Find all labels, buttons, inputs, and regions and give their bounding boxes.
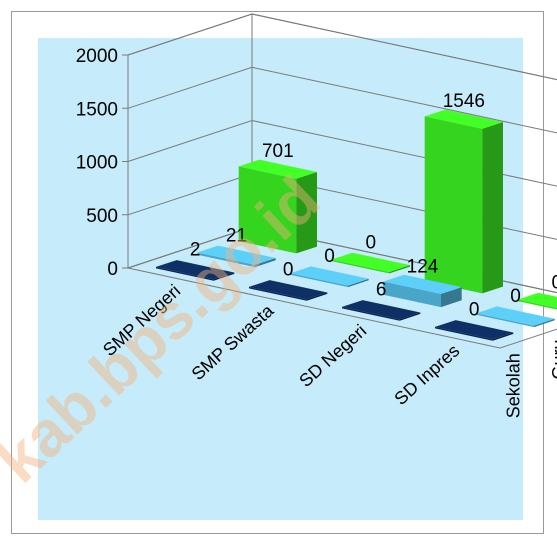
bar-murid-4 — [517, 292, 557, 310]
category-label: SD Inpres — [390, 341, 463, 409]
data-label: 0 — [510, 286, 521, 307]
bars — [156, 109, 557, 341]
bar-sekolah-3 — [342, 300, 421, 321]
bar-guru-4 — [476, 306, 555, 328]
data-label: 1546 — [443, 91, 485, 112]
data-labels: 701 0 1546 0 21 0 124 0 2 0 6 0 — [190, 91, 557, 320]
y-tick-label: 2000 — [76, 46, 118, 67]
bar-sekolah-1 — [156, 260, 235, 281]
bar-murid-3 — [424, 109, 503, 294]
y-tick-label: 1000 — [76, 153, 118, 174]
data-label: 21 — [226, 225, 247, 246]
series-label: Sekolah — [504, 353, 524, 418]
data-label: 2 — [190, 240, 201, 261]
data-label: 6 — [376, 280, 387, 301]
series-label: Guru — [549, 340, 557, 380]
watermark-logo: kab.bps.go.id — [0, 162, 333, 496]
bar-sekolah-4 — [435, 320, 514, 341]
bar-guru-2 — [290, 266, 369, 288]
back-wall — [251, 13, 557, 294]
bar-murid-1 — [238, 159, 317, 254]
bar-guru-3 — [383, 274, 462, 308]
data-label: 0 — [469, 300, 480, 321]
data-label: 124 — [407, 256, 439, 277]
data-label: 0 — [324, 246, 335, 267]
y-tick-label: 0 — [107, 259, 118, 280]
data-label: 0 — [552, 272, 557, 293]
gridline — [127, 66, 557, 134]
category-label: SD Negeri — [295, 321, 370, 391]
bar-guru-1 — [197, 245, 276, 268]
y-tick-label: 500 — [86, 206, 118, 227]
bar-murid-2 — [331, 252, 410, 274]
data-label: 701 — [262, 141, 294, 162]
gridline — [127, 13, 557, 81]
data-label: 0 — [366, 232, 377, 253]
data-label: 0 — [283, 260, 294, 281]
bar-sekolah-2 — [249, 280, 328, 301]
y-tick-label: 1500 — [76, 99, 118, 120]
